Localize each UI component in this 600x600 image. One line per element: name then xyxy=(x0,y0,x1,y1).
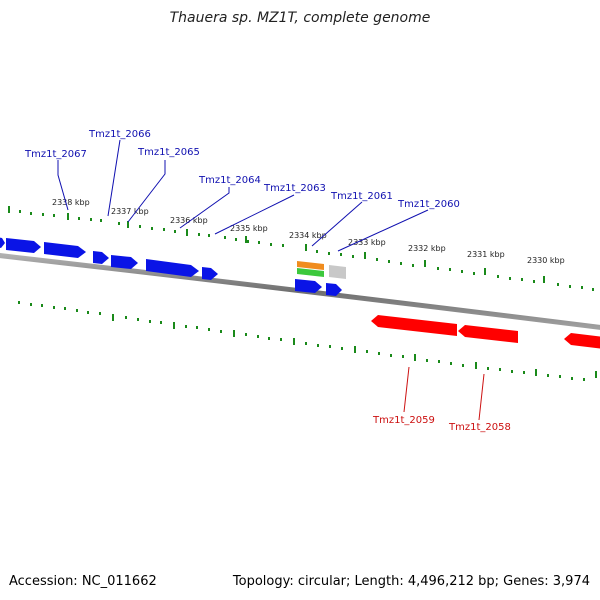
inner-minor-ticks xyxy=(18,301,585,381)
forward-gene-arrow[interactable] xyxy=(146,259,199,277)
leader-line xyxy=(57,160,69,211)
forward-genes xyxy=(0,237,342,296)
inner-tick-track xyxy=(18,301,597,381)
kbp-label-2336: 2336 kbp xyxy=(170,216,208,225)
leader-line xyxy=(311,201,363,247)
leader-line xyxy=(127,160,166,223)
genome-summary: Topology: circular; Length: 4,496,212 bp… xyxy=(232,574,590,589)
gene-label-tmz1t-2059[interactable]: Tmz1t_2059 xyxy=(372,415,435,426)
gene-label-tmz1t-2060[interactable]: Tmz1t_2060 xyxy=(397,199,460,210)
leader-line xyxy=(403,366,410,413)
leader-line xyxy=(179,187,230,229)
reverse-genes xyxy=(371,315,600,349)
map-title: Thauera sp. MZ1T, complete genome xyxy=(169,10,431,26)
reverse-gene-arrow[interactable] xyxy=(564,333,600,349)
orange-feature[interactable] xyxy=(297,261,324,270)
gene-label-tmz1t-2063[interactable]: Tmz1t_2063 xyxy=(263,183,326,194)
kbp-label-2337: 2337 kbp xyxy=(111,207,149,216)
gene-label-tmz1t-2061[interactable]: Tmz1t_2061 xyxy=(330,191,393,202)
kbp-label-2331: 2331 kbp xyxy=(467,250,505,259)
forward-gene-arrow[interactable] xyxy=(0,237,5,248)
outer-major-ticks xyxy=(8,206,545,283)
inner-major-ticks xyxy=(112,314,597,378)
reverse-gene-labels: Tmz1t_2059 Tmz1t_2058 xyxy=(372,415,511,433)
forward-gene-arrow[interactable] xyxy=(6,238,41,253)
forward-gene-arrow[interactable] xyxy=(202,267,218,280)
outer-minor-ticks xyxy=(19,210,594,291)
leader-line xyxy=(337,209,429,252)
leader-line xyxy=(107,139,121,217)
reverse-gene-arrow[interactable] xyxy=(458,325,518,343)
kbp-label-2334: 2334 kbp xyxy=(289,231,327,240)
gene-label-tmz1t-2067[interactable]: Tmz1t_2067 xyxy=(24,149,87,160)
green-feature[interactable] xyxy=(297,268,324,277)
kbp-label-2330: 2330 kbp xyxy=(527,256,565,265)
forward-label-leaders xyxy=(57,139,429,252)
gene-label-tmz1t-2066[interactable]: Tmz1t_2066 xyxy=(88,129,151,140)
gene-label-tmz1t-2065[interactable]: Tmz1t_2065 xyxy=(137,147,200,158)
outer-tick-track xyxy=(8,206,594,291)
kbp-label-2338: 2338 kbp xyxy=(52,198,90,207)
reverse-gene-arrow[interactable] xyxy=(371,315,457,336)
gene-label-tmz1t-2064[interactable]: Tmz1t_2064 xyxy=(198,175,261,186)
reverse-label-leaders xyxy=(403,366,485,421)
leader-line xyxy=(214,194,295,235)
kbp-label-2333: 2333 kbp xyxy=(348,238,386,247)
accession-label: Accession: NC_011662 xyxy=(9,574,157,589)
forward-gene-arrow[interactable] xyxy=(295,279,322,293)
forward-gene-arrow[interactable] xyxy=(111,255,138,269)
kbp-label-2332: 2332 kbp xyxy=(408,244,446,253)
rna-features xyxy=(297,261,346,279)
kbp-labels: 2338 kbp 2337 kbp 2336 kbp 2335 kbp 2334… xyxy=(52,198,565,265)
forward-gene-labels: Tmz1t_2067 Tmz1t_2066 Tmz1t_2065 Tmz1t_2… xyxy=(24,129,460,210)
gene-label-tmz1t-2058[interactable]: Tmz1t_2058 xyxy=(448,422,511,433)
forward-gene-arrow[interactable] xyxy=(44,242,86,258)
forward-gene-arrow[interactable] xyxy=(93,251,109,264)
forward-gene-arrow[interactable] xyxy=(326,283,342,296)
leader-line xyxy=(478,373,485,421)
kbp-label-2335: 2335 kbp xyxy=(230,224,268,233)
gray-feature[interactable] xyxy=(329,265,346,279)
